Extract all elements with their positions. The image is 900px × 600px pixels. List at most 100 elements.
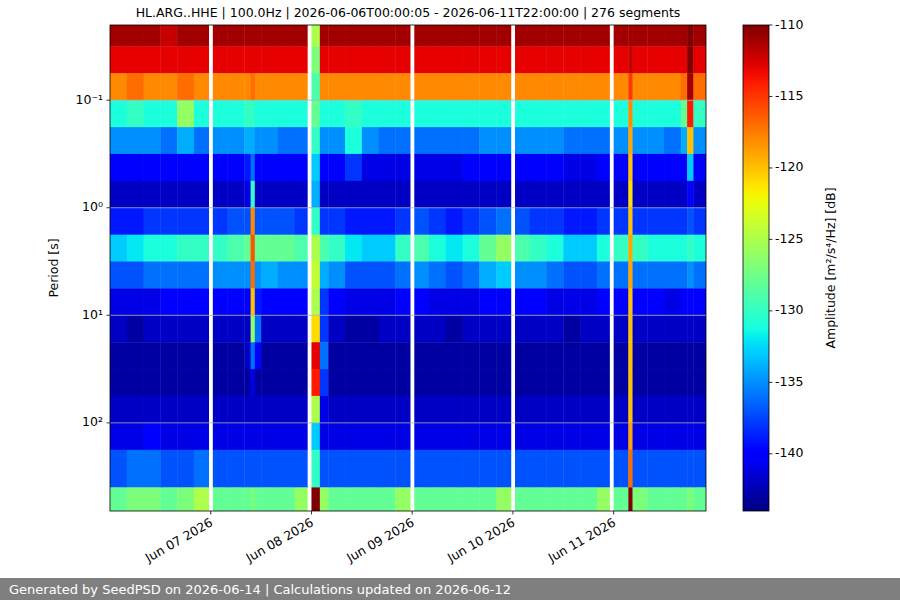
cell [580,369,597,396]
cell [429,487,446,511]
cell [395,46,410,73]
cell [144,450,161,488]
cell [261,342,278,369]
cell [664,127,681,154]
cell [687,25,694,47]
cell [633,288,648,315]
cell [414,423,429,450]
cell [110,487,127,511]
cell [563,288,580,315]
cell [414,261,429,288]
cell [429,73,446,100]
cell [144,127,161,154]
cell [194,25,209,47]
cell [144,288,161,315]
cell [379,315,396,342]
cell [496,127,511,154]
cell [429,127,446,154]
cell [328,73,345,100]
cell [311,100,320,127]
colorbar-tick-label: -140 [775,445,803,460]
cell [515,487,530,511]
cell [127,423,144,450]
cell [563,450,580,488]
cell [160,73,177,100]
cell [563,25,580,47]
cell [693,181,706,208]
cell [479,396,496,423]
cell [429,154,446,181]
cell [414,450,429,488]
cell [228,342,245,369]
cell [446,342,463,369]
cell [580,73,597,100]
cell [160,487,177,511]
cell [345,235,362,262]
cell [228,154,245,181]
cell [278,396,295,423]
cell [345,369,362,396]
cell [110,46,127,73]
cell [693,487,706,511]
cell [194,261,209,288]
y-tick [107,100,111,101]
cell [664,423,681,450]
cell [278,342,295,369]
cell [614,73,629,100]
cell [395,450,410,488]
cell [261,73,278,100]
cell [414,288,429,315]
cell [580,342,597,369]
cell [687,235,694,262]
cell [547,288,564,315]
cell [228,261,245,288]
cell [614,46,629,73]
cell [345,315,362,342]
cell [479,235,496,262]
cell [479,369,496,396]
cell [320,100,329,127]
cell [547,369,564,396]
cell [110,288,127,315]
cell [563,423,580,450]
cell [295,25,308,47]
cell [647,100,664,127]
cell [144,25,161,47]
cell [446,288,463,315]
cell [177,100,194,127]
cell [362,181,379,208]
cell [664,487,681,511]
colorbar-tick [769,382,773,383]
cell [580,450,597,488]
cell [628,487,633,511]
cell [228,46,245,73]
cell [446,235,463,262]
cell [530,423,547,450]
cell [414,369,429,396]
cell [496,25,511,47]
cell [414,25,429,47]
cell [328,46,345,73]
cell [311,487,320,511]
cell [633,181,648,208]
cell [614,315,629,342]
cell [515,46,530,73]
cell [647,154,664,181]
colorbar-tick [769,239,773,240]
cell [681,235,688,262]
cell [345,181,362,208]
cell [251,261,256,288]
cell [463,181,480,208]
cell [496,235,511,262]
cell [110,315,127,342]
cell [295,315,308,342]
cell [160,315,177,342]
cell [414,100,429,127]
cell [614,127,629,154]
cell [194,342,209,369]
cell [144,100,161,127]
cell [463,235,480,262]
cell [479,342,496,369]
cell [633,450,648,488]
cell [687,46,694,73]
